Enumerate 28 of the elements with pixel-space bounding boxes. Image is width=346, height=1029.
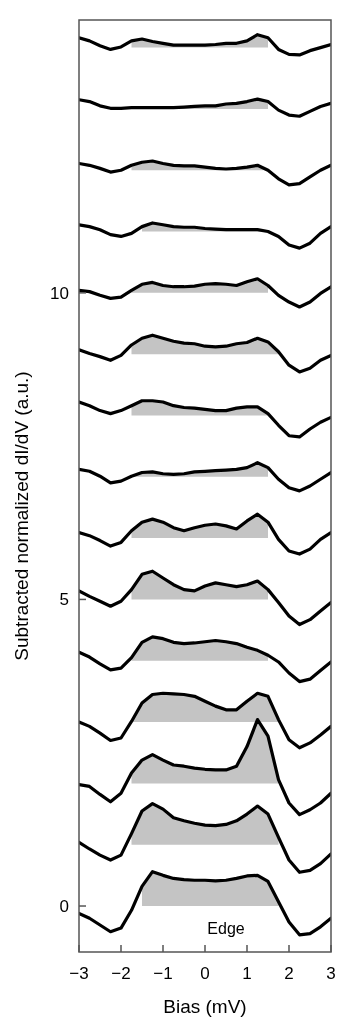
- y-tick-label: 0: [59, 897, 69, 917]
- line-series: [79, 221, 331, 250]
- x-tick-label: 0: [200, 964, 210, 983]
- line-series: [79, 159, 331, 187]
- x-axis-title: Bias (mV): [163, 996, 247, 1017]
- line-series: [79, 802, 331, 874]
- y-axis-title: Subtracted normalized dI/dV (a.u.): [11, 371, 32, 661]
- line-series: [79, 635, 331, 684]
- y-tick-label: 5: [59, 590, 69, 610]
- line-series: [79, 461, 331, 493]
- line-series: [79, 569, 331, 627]
- x-tick-label: 1: [242, 964, 252, 983]
- line-series: [79, 870, 331, 937]
- x-tick-label: −1: [153, 964, 173, 983]
- line-series: [79, 691, 331, 750]
- line-series: [79, 33, 331, 57]
- x-tick-label: −2: [111, 964, 131, 983]
- x-tick-label: 3: [326, 964, 336, 983]
- line-series: [79, 333, 331, 374]
- line-series: [79, 399, 331, 439]
- line-series: [79, 277, 331, 309]
- line-series: [79, 512, 331, 556]
- annotation: Edge: [207, 920, 245, 937]
- x-tick-label: 2: [284, 964, 294, 983]
- line-series: [79, 718, 331, 817]
- x-tick-label: −3: [69, 964, 89, 983]
- line-series: [79, 97, 331, 118]
- y-tick-label: 10: [50, 283, 69, 303]
